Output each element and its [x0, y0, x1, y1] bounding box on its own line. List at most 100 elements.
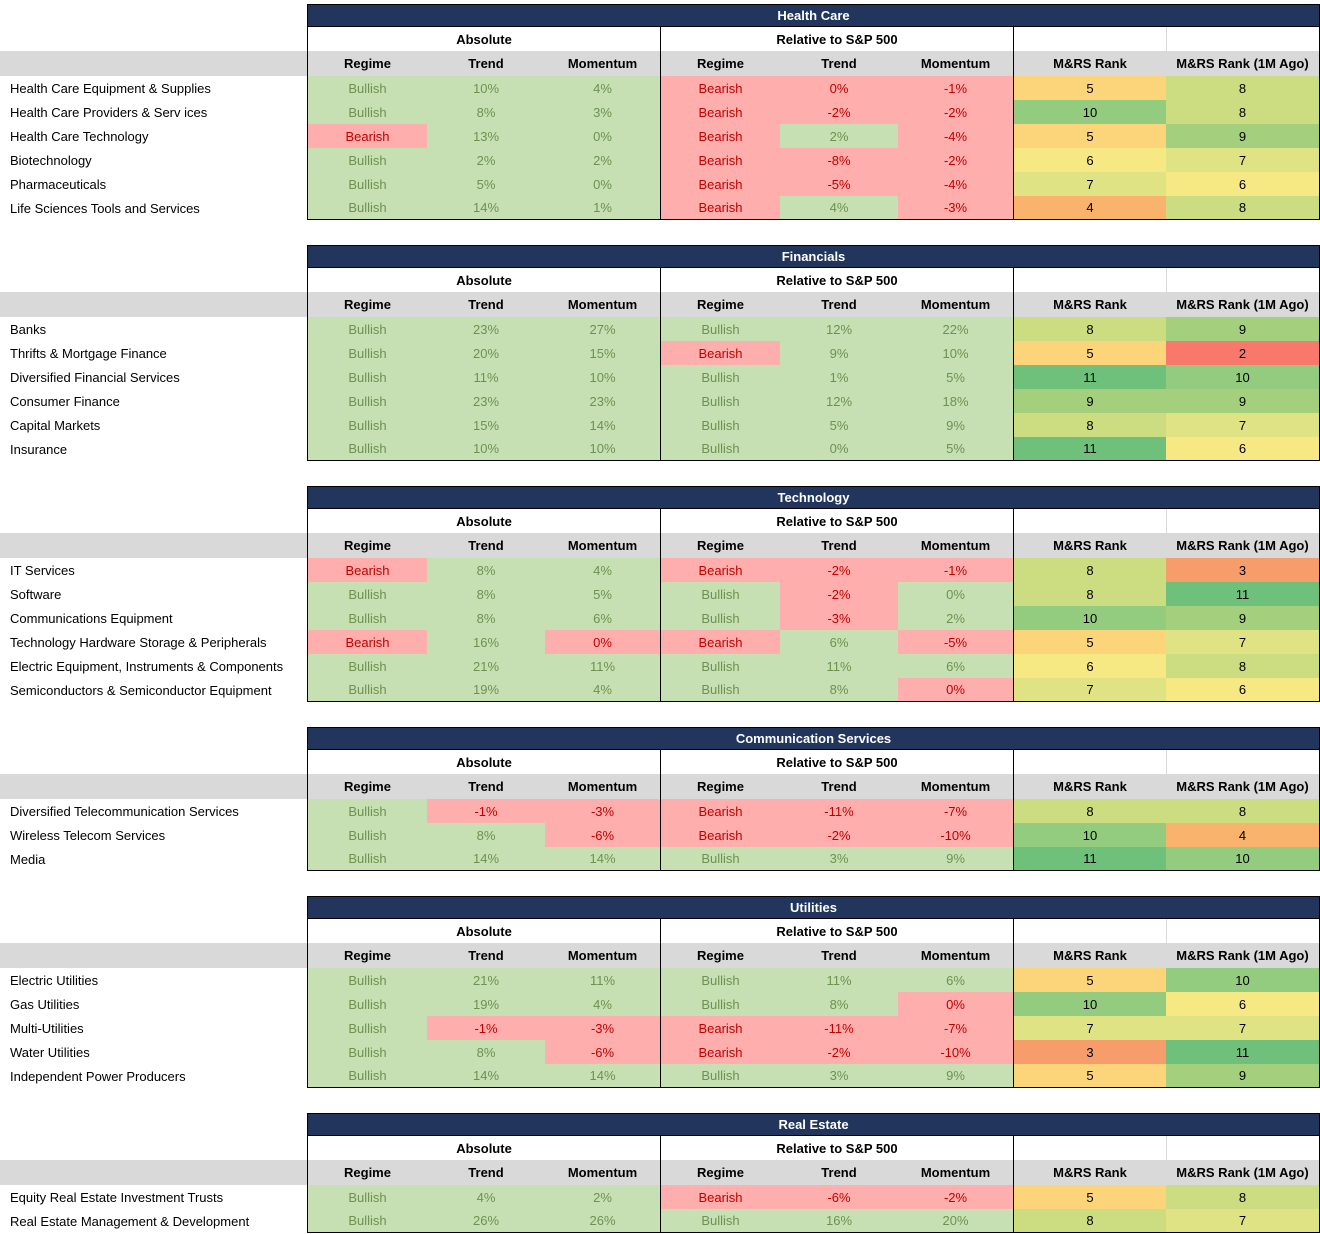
rel-trend-cell: -2% [780, 1040, 898, 1064]
rank-1m-cell: 9 [1166, 124, 1320, 148]
rank-cell: 5 [1013, 968, 1166, 992]
header-row-spacer [0, 533, 307, 558]
abs-momentum-cell: 4% [545, 992, 660, 1016]
rel-regime-cell: Bullish [660, 992, 780, 1016]
rank-1m-cell: 6 [1166, 437, 1320, 461]
abs-momentum-cell: 2% [545, 148, 660, 172]
rel-trend-cell: 1% [780, 365, 898, 389]
row-label: Media [0, 847, 307, 871]
abs-momentum-cell: 1% [545, 196, 660, 220]
rel-trend-cell: 5% [780, 413, 898, 437]
column-header-rank: M&RS Rank [1013, 51, 1166, 76]
abs-trend-cell: 10% [427, 76, 545, 100]
abs-momentum-cell: 0% [545, 172, 660, 196]
row-label: Semiconductors & Semiconductor Equipment [0, 678, 307, 702]
rank-cell: 10 [1013, 606, 1166, 630]
rel-regime-cell: Bearish [660, 76, 780, 100]
abs-trend-cell: 26% [427, 1209, 545, 1233]
column-header-trend: Trend [427, 1160, 545, 1185]
abs-regime-cell: Bullish [307, 1209, 427, 1233]
column-header-regime: Regime [660, 292, 780, 317]
rel-trend-cell: -3% [780, 606, 898, 630]
group-header-rank-1m-spacer [1166, 509, 1320, 533]
section-title: Utilities [307, 896, 1320, 919]
rel-regime-cell: Bullish [660, 847, 780, 871]
header-row-spacer [0, 774, 307, 799]
header-row-spacer [0, 1160, 307, 1185]
rank-1m-cell: 8 [1166, 799, 1320, 823]
abs-momentum-cell: 14% [545, 413, 660, 437]
sector-section-1: Financials Absolute Relative to S&P 500 Reg… [0, 245, 1320, 461]
rank-cell: 10 [1013, 100, 1166, 124]
rank-1m-cell: 8 [1166, 1185, 1320, 1209]
group-header-rank-spacer [1013, 1136, 1166, 1160]
column-header-regime: Regime [307, 774, 427, 799]
rel-momentum-cell: -3% [898, 196, 1013, 220]
abs-regime-cell: Bullish [307, 582, 427, 606]
abs-momentum-cell: 11% [545, 654, 660, 678]
rel-regime-cell: Bullish [660, 317, 780, 341]
abs-trend-cell: 2% [427, 148, 545, 172]
abs-momentum-cell: 14% [545, 847, 660, 871]
group-header-rank-1m-spacer [1166, 1136, 1320, 1160]
rel-trend-cell: 6% [780, 630, 898, 654]
rel-regime-cell: Bearish [660, 799, 780, 823]
column-header-momentum: Momentum [545, 1160, 660, 1185]
rank-1m-cell: 11 [1166, 582, 1320, 606]
rel-regime-cell: Bullish [660, 678, 780, 702]
column-header-rank_1m: M&RS Rank (1M Ago) [1166, 51, 1320, 76]
rank-1m-cell: 7 [1166, 413, 1320, 437]
rel-momentum-cell: -1% [898, 76, 1013, 100]
rel-momentum-cell: 5% [898, 437, 1013, 461]
rel-momentum-cell: -7% [898, 799, 1013, 823]
rank-1m-cell: 9 [1166, 1064, 1320, 1088]
rel-regime-cell: Bearish [660, 1016, 780, 1040]
abs-trend-cell: 16% [427, 630, 545, 654]
rel-momentum-cell: -1% [898, 558, 1013, 582]
rank-cell: 10 [1013, 992, 1166, 1016]
abs-momentum-cell: 4% [545, 76, 660, 100]
abs-regime-cell: Bullish [307, 172, 427, 196]
header-row-spacer [0, 51, 307, 76]
rank-1m-cell: 10 [1166, 847, 1320, 871]
column-header-momentum: Momentum [545, 774, 660, 799]
abs-regime-cell: Bullish [307, 1064, 427, 1088]
rel-regime-cell: Bullish [660, 968, 780, 992]
rel-trend-cell: 11% [780, 968, 898, 992]
row-label: Thrifts & Mortgage Finance [0, 341, 307, 365]
group-header-absolute: Absolute [307, 509, 660, 533]
abs-regime-cell: Bullish [307, 100, 427, 124]
column-header-regime: Regime [307, 943, 427, 968]
abs-trend-cell: 23% [427, 317, 545, 341]
column-header-rank: M&RS Rank [1013, 533, 1166, 558]
abs-regime-cell: Bearish [307, 630, 427, 654]
rel-trend-cell: -5% [780, 172, 898, 196]
rel-trend-cell: -2% [780, 582, 898, 606]
rank-cell: 10 [1013, 823, 1166, 847]
row-label: Health Care Technology [0, 124, 307, 148]
rank-cell: 8 [1013, 317, 1166, 341]
abs-momentum-cell: 23% [545, 389, 660, 413]
abs-regime-cell: Bearish [307, 558, 427, 582]
rel-momentum-cell: -10% [898, 1040, 1013, 1064]
abs-trend-cell: 15% [427, 413, 545, 437]
group-header-rank-spacer [1013, 919, 1166, 943]
row-label: Banks [0, 317, 307, 341]
abs-momentum-cell: 4% [545, 678, 660, 702]
abs-trend-cell: 5% [427, 172, 545, 196]
rel-trend-cell: 8% [780, 678, 898, 702]
column-header-regime: Regime [660, 533, 780, 558]
rel-regime-cell: Bearish [660, 558, 780, 582]
rel-momentum-cell: 2% [898, 606, 1013, 630]
column-header-momentum: Momentum [545, 943, 660, 968]
row-label: Consumer Finance [0, 389, 307, 413]
abs-trend-cell: 23% [427, 389, 545, 413]
rel-regime-cell: Bearish [660, 148, 780, 172]
abs-trend-cell: 14% [427, 196, 545, 220]
rel-trend-cell: 8% [780, 992, 898, 1016]
column-header-momentum: Momentum [898, 943, 1013, 968]
rel-momentum-cell: 18% [898, 389, 1013, 413]
abs-trend-cell: 8% [427, 823, 545, 847]
rel-momentum-cell: -5% [898, 630, 1013, 654]
group-header-relative: Relative to S&P 500 [660, 27, 1013, 51]
